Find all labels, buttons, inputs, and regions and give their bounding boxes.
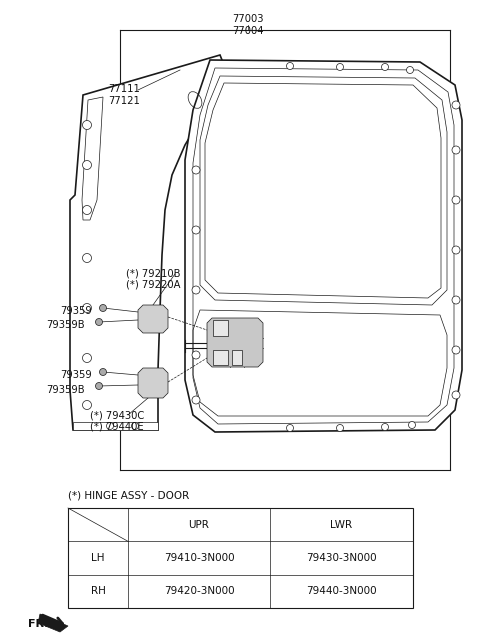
- Circle shape: [382, 424, 388, 430]
- Text: (*) HINGE ASSY - DOOR: (*) HINGE ASSY - DOOR: [68, 490, 189, 500]
- Text: RH: RH: [91, 586, 106, 597]
- Circle shape: [336, 425, 344, 432]
- Circle shape: [96, 318, 103, 325]
- Polygon shape: [82, 97, 103, 220]
- Circle shape: [148, 378, 158, 388]
- Text: 79359: 79359: [60, 370, 92, 380]
- Text: (*) 79210B
(*) 79220A: (*) 79210B (*) 79220A: [126, 268, 180, 290]
- Polygon shape: [138, 305, 168, 333]
- Circle shape: [382, 63, 388, 70]
- Circle shape: [192, 286, 200, 294]
- Text: LH: LH: [91, 553, 105, 563]
- Polygon shape: [213, 350, 228, 365]
- Polygon shape: [70, 55, 230, 430]
- Circle shape: [107, 422, 113, 429]
- Circle shape: [132, 422, 139, 429]
- Circle shape: [83, 401, 92, 410]
- Polygon shape: [232, 350, 242, 365]
- Circle shape: [452, 146, 460, 154]
- Circle shape: [408, 422, 416, 429]
- Circle shape: [99, 368, 107, 375]
- Circle shape: [192, 226, 200, 234]
- Circle shape: [83, 304, 92, 313]
- Circle shape: [336, 63, 344, 70]
- Polygon shape: [73, 422, 158, 430]
- Circle shape: [287, 425, 293, 432]
- Circle shape: [96, 382, 103, 389]
- Text: (*) 79430C
(*) 79440E: (*) 79430C (*) 79440E: [90, 410, 144, 432]
- Text: UPR: UPR: [189, 520, 209, 529]
- Text: LWR: LWR: [330, 520, 353, 529]
- Circle shape: [83, 354, 92, 363]
- Circle shape: [452, 101, 460, 109]
- Text: 79420-3N000: 79420-3N000: [164, 586, 234, 597]
- Polygon shape: [185, 60, 462, 432]
- Circle shape: [83, 160, 92, 169]
- Polygon shape: [138, 368, 168, 398]
- Circle shape: [192, 396, 200, 404]
- Text: 79430-3N000: 79430-3N000: [306, 553, 377, 563]
- Text: 79359B: 79359B: [46, 320, 84, 330]
- Text: 79359: 79359: [60, 306, 92, 316]
- Circle shape: [452, 296, 460, 304]
- Polygon shape: [207, 318, 263, 367]
- Circle shape: [452, 246, 460, 254]
- Circle shape: [452, 391, 460, 399]
- Text: 79359B: 79359B: [46, 385, 84, 395]
- Text: 77111
77121: 77111 77121: [108, 84, 140, 106]
- Circle shape: [192, 351, 200, 359]
- Polygon shape: [213, 320, 228, 336]
- Circle shape: [452, 196, 460, 204]
- Circle shape: [83, 120, 92, 129]
- Circle shape: [407, 67, 413, 74]
- Text: 79410-3N000: 79410-3N000: [164, 553, 234, 563]
- Circle shape: [99, 304, 107, 311]
- Bar: [68, 508, 413, 608]
- Circle shape: [83, 205, 92, 214]
- Text: FR.: FR.: [28, 619, 48, 629]
- Circle shape: [83, 254, 92, 262]
- Circle shape: [452, 346, 460, 354]
- Circle shape: [148, 314, 158, 324]
- Polygon shape: [38, 614, 68, 632]
- Text: 79440-3N000: 79440-3N000: [306, 586, 377, 597]
- Circle shape: [192, 166, 200, 174]
- Circle shape: [287, 63, 293, 70]
- Text: 77003
77004: 77003 77004: [232, 14, 264, 36]
